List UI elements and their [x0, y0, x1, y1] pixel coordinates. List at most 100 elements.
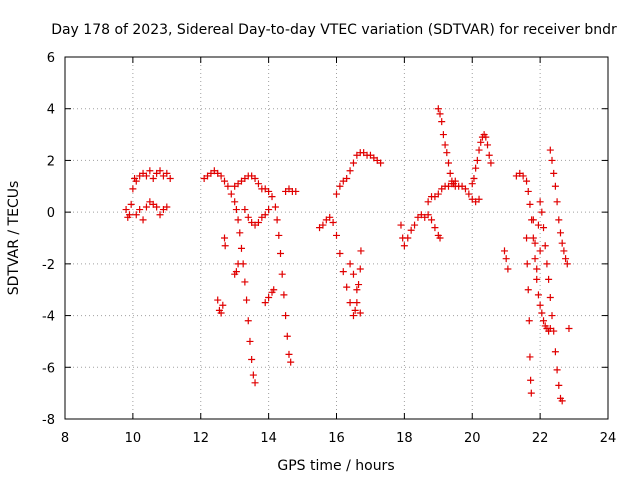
data-point — [351, 306, 359, 314]
data-point — [434, 190, 442, 198]
series-arc-4 — [231, 172, 295, 366]
data-point — [527, 389, 535, 397]
data-point — [243, 296, 251, 304]
data-point — [565, 325, 573, 332]
series-arc-1 — [122, 167, 174, 221]
data-point — [273, 216, 281, 224]
data-point — [254, 180, 262, 188]
data-point — [270, 286, 278, 294]
data-point — [526, 353, 534, 361]
data-point — [346, 299, 354, 307]
data-point — [232, 268, 240, 276]
data-point — [283, 332, 291, 340]
y-tick-label: 2 — [47, 154, 55, 169]
data-point — [149, 175, 157, 183]
data-point — [525, 317, 533, 325]
data-point — [550, 327, 558, 335]
data-point — [353, 299, 361, 307]
data-point — [292, 187, 300, 195]
data-point — [397, 221, 405, 229]
data-point — [553, 198, 561, 206]
data-point — [349, 270, 357, 278]
x-tick-label: 12 — [192, 431, 209, 446]
y-tick-label: 4 — [47, 103, 55, 118]
x-tick-label: 20 — [464, 431, 481, 446]
data-point — [227, 190, 235, 198]
data-point — [434, 105, 442, 113]
data-point — [280, 291, 288, 299]
data-point — [550, 169, 558, 177]
data-point — [287, 358, 295, 366]
data-point — [524, 286, 532, 294]
data-point — [540, 224, 548, 232]
data-point — [231, 198, 239, 206]
x-tick-label: 8 — [61, 431, 69, 446]
data-point — [336, 182, 344, 190]
data-point — [477, 138, 485, 146]
data-point — [346, 167, 354, 175]
data-point — [349, 159, 357, 167]
x-tick-labels: 8 10 12 14 16 18 20 22 24 — [61, 431, 616, 446]
data-point — [531, 239, 539, 247]
series-arc-13 — [500, 247, 512, 273]
data-point — [237, 244, 245, 252]
data-point — [339, 268, 347, 276]
data-point — [543, 260, 551, 268]
data-point — [487, 159, 495, 167]
data-point — [132, 177, 140, 185]
data-point — [357, 247, 365, 255]
data-point — [268, 193, 276, 201]
y-tick-label: 0 — [47, 206, 55, 221]
data-point — [153, 203, 161, 211]
data-point — [355, 281, 363, 289]
data-point — [533, 265, 541, 273]
x-tick-label: 10 — [125, 431, 142, 446]
x-tick-label: 24 — [600, 431, 617, 446]
data-point — [482, 133, 490, 141]
data-point — [277, 250, 285, 258]
data-point — [129, 185, 137, 193]
data-point — [249, 371, 257, 379]
data-point — [278, 270, 286, 278]
series-arc-5 — [214, 206, 278, 317]
data-point — [221, 242, 229, 250]
series-arc-16 — [536, 198, 566, 405]
data-point — [531, 255, 539, 263]
data-point — [558, 239, 566, 247]
data-point — [234, 216, 242, 224]
data-point — [523, 260, 531, 268]
data-point — [343, 283, 351, 291]
data-point — [217, 172, 225, 180]
data-point — [446, 169, 454, 177]
data-point — [241, 206, 249, 214]
data-points — [122, 105, 573, 405]
data-point — [163, 203, 171, 211]
data-point — [431, 224, 439, 232]
data-point — [443, 149, 451, 157]
data-point — [411, 221, 419, 229]
data-point — [555, 216, 563, 224]
data-point — [540, 317, 548, 325]
data-point — [251, 379, 259, 387]
data-point — [333, 231, 340, 239]
data-point — [526, 200, 534, 208]
data-point — [265, 187, 273, 195]
data-point — [523, 177, 531, 185]
series-arc-6 — [282, 185, 300, 195]
x-tick-label: 14 — [260, 431, 277, 446]
data-point — [343, 175, 351, 183]
y-axis-label: SDTVAR / TECUs — [6, 181, 22, 296]
x-tick-label: 22 — [532, 431, 549, 446]
data-point — [163, 169, 171, 177]
x-axis-label: GPS time / hours — [277, 458, 394, 474]
data-point — [142, 172, 150, 180]
data-point — [156, 167, 164, 175]
data-point — [234, 260, 242, 268]
data-point — [475, 195, 483, 203]
data-point — [219, 301, 227, 309]
data-point — [319, 221, 327, 229]
data-point — [353, 286, 361, 294]
series-arc-8 — [333, 149, 385, 198]
y-tick-labels: 6 4 2 0 -2 -4 -6 -8 — [42, 51, 55, 428]
data-point — [356, 265, 364, 273]
